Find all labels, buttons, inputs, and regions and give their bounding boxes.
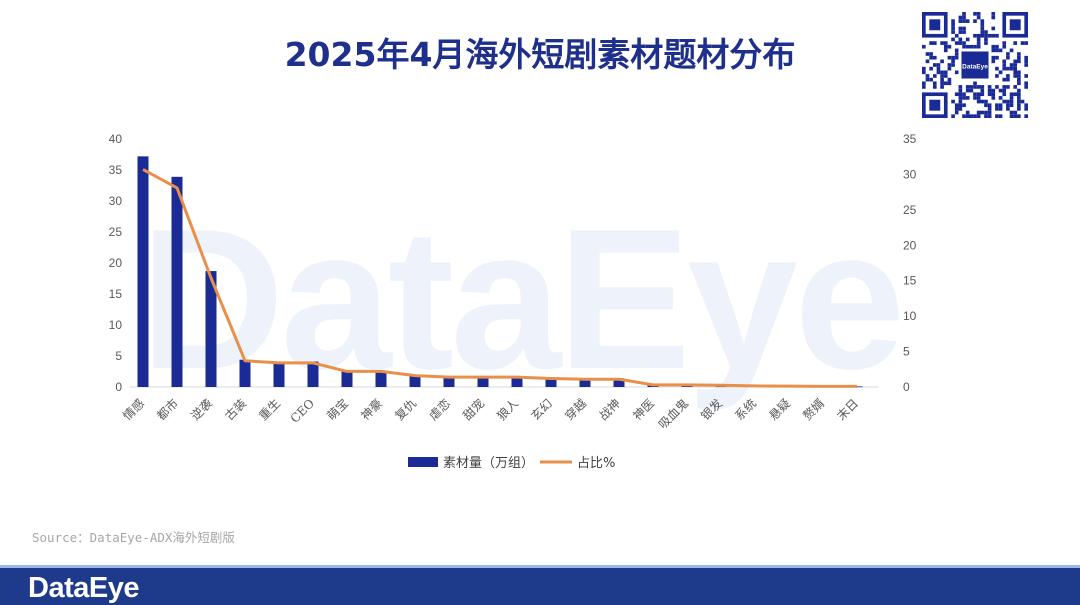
y-left-tick-label: 25 (109, 225, 123, 239)
x-category-label: 神医 (630, 396, 657, 423)
legend-label-bars: 素材量（万组） (443, 456, 534, 471)
y-right-tick-label: 25 (903, 203, 917, 217)
bar-复仇 (409, 375, 421, 387)
y-right-tick-label: 35 (903, 132, 917, 146)
y-left-tick-label: 40 (109, 132, 123, 146)
y-left-tick-label: 15 (109, 287, 123, 301)
qr-code: DataEye (922, 12, 1028, 118)
qr-center-logo: DataEye (962, 64, 988, 71)
y-right-tick-label: 30 (903, 167, 917, 181)
x-category-label: 都市 (154, 396, 182, 424)
bar-玄幻 (545, 377, 557, 387)
y-right-tick-label: 0 (903, 380, 910, 394)
x-category-label: CEO (288, 396, 318, 426)
bar-古装 (239, 359, 251, 387)
y-left-tick-label: 30 (109, 194, 123, 208)
bar-神豪 (375, 370, 387, 387)
legend-swatch-bars (408, 457, 438, 467)
bar-狼人 (511, 376, 523, 387)
x-category-label: 情感 (120, 396, 148, 424)
bar-CEO (307, 361, 319, 387)
chart: 0 5 10 15 20 25 30 35 40 0 5 10 15 20 25 30 35 情感 都市 逆袭 古装 重生… (109, 132, 917, 471)
bar-逆袭 (205, 271, 217, 387)
bar-都市 (171, 176, 183, 387)
footer-bar: DataEye (0, 565, 1080, 605)
legend-label-line: 占比% (577, 456, 615, 471)
line-series-share (142, 168, 857, 388)
x-category-label: 虐恋 (426, 396, 454, 424)
y-left-tick-label: 5 (115, 349, 122, 363)
x-category-label: 银发 (698, 396, 726, 424)
y-right-tick-label: 10 (903, 309, 917, 323)
footer-logo: DataEye (28, 572, 139, 604)
y-right-tick-label: 20 (903, 238, 917, 252)
bar-萌宝 (341, 370, 353, 387)
bar-重生 (273, 361, 285, 387)
bar-甜宠 (477, 376, 489, 387)
x-category-label: 古装 (222, 396, 250, 424)
x-category-label: 甜宠 (460, 396, 488, 424)
x-category-label: 狼人 (494, 396, 522, 424)
x-category-label: 悬疑 (766, 396, 794, 424)
watermark: DataEye (140, 188, 905, 411)
y-right-tick-label: 5 (903, 345, 910, 359)
x-category-label: 吸血鬼 (655, 396, 691, 432)
x-category-label: 神豪 (358, 396, 386, 424)
x-category-label: 重生 (256, 396, 283, 423)
y-right-tick-label: 15 (903, 274, 917, 288)
x-category-label: 系统 (732, 396, 759, 423)
source-note: Source：DataEye-ADX海外短剧版 (32, 530, 235, 545)
x-category-label: 玄幻 (528, 396, 556, 424)
x-category-label: 穿越 (562, 396, 590, 424)
bar-战神 (613, 378, 625, 387)
bar-穿越 (579, 378, 591, 387)
y-left-tick-label: 20 (109, 256, 123, 270)
x-category-label: 赘婿 (800, 396, 828, 424)
bar-虐恋 (443, 376, 455, 387)
x-category-label: 萌宝 (324, 396, 351, 423)
page-title: 2025年4月海外短剧素材题材分布 (284, 35, 796, 74)
bar-情感 (137, 156, 149, 387)
x-category-label: 复仇 (392, 396, 419, 423)
y-left-tick-label: 10 (109, 318, 123, 332)
y-left-tick-label: 0 (115, 380, 122, 394)
x-category-label: 末日 (834, 396, 861, 423)
y-left-tick-label: 35 (109, 163, 123, 177)
x-category-label: 战神 (596, 396, 623, 423)
x-category-label: 逆袭 (188, 396, 216, 424)
